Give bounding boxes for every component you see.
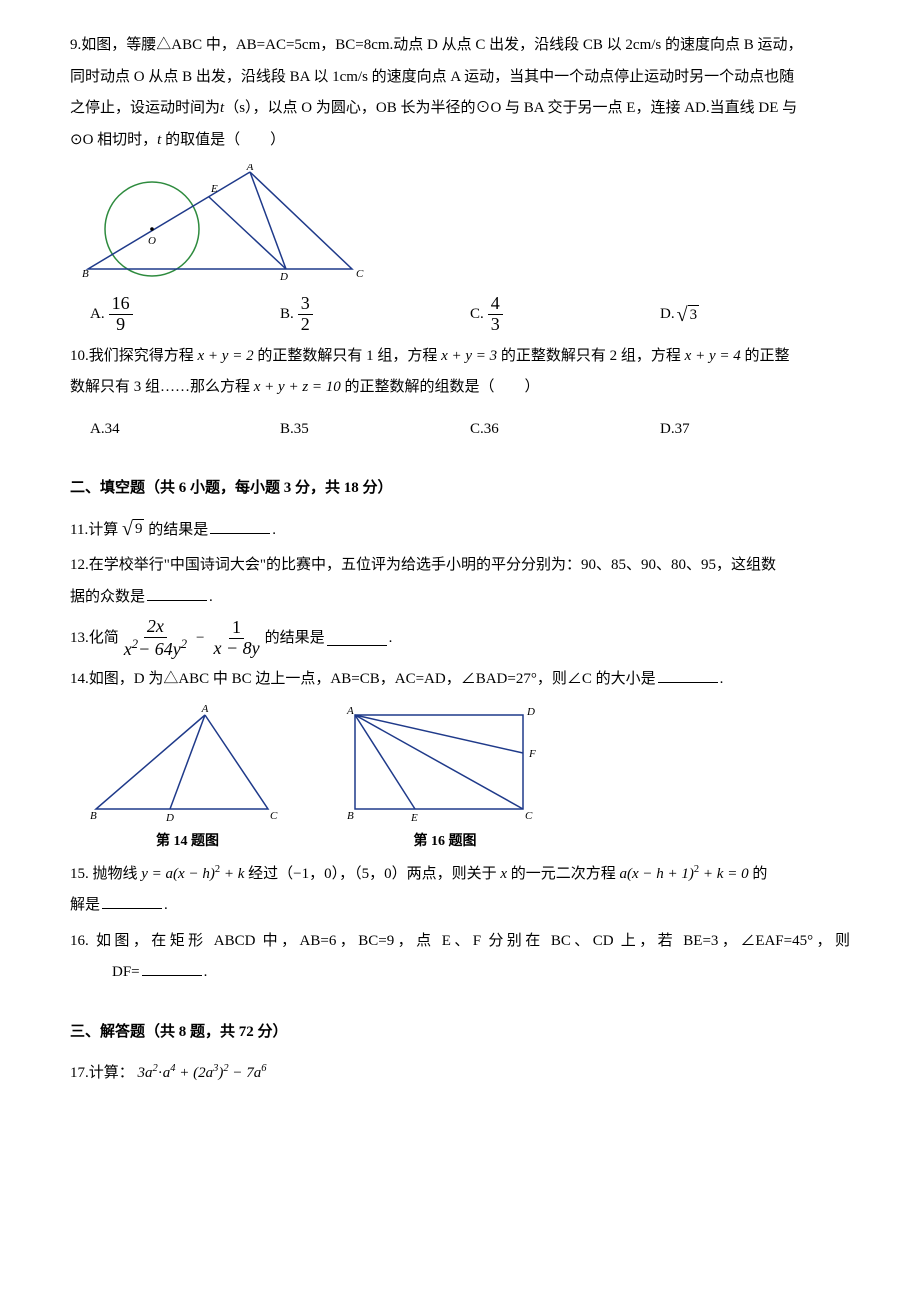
q10-opt-a: A.34 — [90, 414, 280, 446]
sqrt-icon: √ — [122, 519, 133, 539]
q14-caption: 第 14 题图 — [90, 827, 285, 856]
q14-tri-abc — [96, 715, 268, 809]
q9-line1: 9.如图，等腰△ABC 中，AB=AC=5cm，BC=8cm.动点 D 从点 C… — [70, 30, 850, 62]
q9-svg: A B C D O E — [80, 164, 380, 288]
q14-label-b: B — [90, 810, 97, 822]
q10-opt-d: D.37 — [660, 414, 850, 446]
q9-line-ad — [250, 172, 286, 269]
q9-line2: 同时动点 O 从点 B 出发，沿线段 BA 以 1cm/s 的速度向点 A 运动… — [70, 62, 850, 94]
q9-point-o — [150, 227, 154, 231]
q16-label-a: A — [346, 705, 354, 717]
q16-line2: DF=. — [112, 957, 850, 989]
fill-blank[interactable] — [142, 961, 202, 976]
question-12: 12.在学校举行"中国诗词大会"的比赛中，五位评为给选手小明的平分分别为：90、… — [70, 550, 850, 613]
q16-line-af — [355, 715, 523, 753]
q15-line1: 15. 抛物线 y = a(x − h)2 + k 经过（−1，0），（5，0）… — [70, 859, 850, 891]
q16-line-ae — [355, 715, 415, 809]
q9-opt-d: D. √3 — [660, 294, 850, 335]
q12-line1: 12.在学校举行"中国诗词大会"的比赛中，五位评为给选手小明的平分分别为：90、… — [70, 550, 850, 582]
q10-opt-b: B.35 — [280, 414, 470, 446]
q9-line-de — [209, 197, 286, 269]
q9-options: A. 169 B. 32 C. 43 D. √3 — [90, 294, 850, 335]
q9-opt-b: B. 32 — [280, 294, 470, 335]
q10-line1: 10.我们探究得方程 x + y = 2 的正整数解只有 1 组，方程 x + … — [70, 341, 850, 373]
q12-line2: 据的众数是. — [70, 582, 850, 614]
q9-label-e: E — [210, 183, 218, 195]
question-10: 10.我们探究得方程 x + y = 2 的正整数解只有 1 组，方程 x + … — [70, 341, 850, 446]
q9-opt-a: A. 169 — [90, 294, 280, 335]
q16-figure: A B C D E F 第 16 题图 — [345, 705, 545, 856]
question-13: 13.化简 2x x2− 64y2 − 1 x − 8y 的结果是. — [70, 617, 850, 660]
q9-label-c: C — [356, 268, 364, 280]
q9-label-b: B — [82, 268, 89, 280]
q16-label-e: E — [410, 812, 418, 823]
fill-blank[interactable] — [658, 668, 718, 683]
question-17: 17.计算： 3a2·a4 + (2a3)2 − 7a6 — [70, 1058, 850, 1090]
figure-row-14-16: A B C D 第 14 题图 A B C D E F 第 16 题图 — [90, 705, 850, 856]
q16-label-f: F — [528, 748, 536, 760]
q9-label-o: O — [148, 235, 156, 247]
q14-figure: A B C D 第 14 题图 — [90, 705, 285, 856]
q9-line3: 之停止，设运动时间为t（s），以点 O 为圆心，OB 长为半径的⊙O 与 BA … — [70, 93, 850, 125]
q9-label-a: A — [246, 164, 254, 173]
q9-line4: ⊙O 相切时，t 的取值是（ ） — [70, 125, 850, 157]
q16-caption: 第 16 题图 — [345, 827, 545, 856]
q14-label-d: D — [165, 812, 174, 823]
q9-triangle-abc — [88, 172, 352, 269]
question-16: 16. 如图，在矩形 ABCD 中，AB=6，BC=9，点 E、F 分别在 BC… — [70, 926, 850, 989]
question-11: 11.计算 √9 的结果是. — [70, 515, 850, 547]
question-15: 15. 抛物线 y = a(x − h)2 + k 经过（−1，0），（5，0）… — [70, 859, 850, 922]
section-2-title: 二、填空题（共 6 小题，每小题 3 分，共 18 分） — [70, 473, 850, 505]
q14-label-a: A — [201, 705, 209, 715]
q15-line2: 解是. — [70, 890, 850, 922]
q14-line-ad — [170, 715, 205, 809]
question-14: 14.如图，D 为△ABC 中 BC 边上一点，AB=CB，AC=AD，∠BAD… — [70, 664, 850, 696]
q10-options: A.34 B.35 C.36 D.37 — [90, 414, 850, 446]
fill-blank[interactable] — [102, 894, 162, 909]
q14-label-c: C — [270, 810, 278, 822]
q16-line1: 16. 如图，在矩形 ABCD 中，AB=6，BC=9，点 E、F 分别在 BC… — [70, 926, 850, 958]
q10-opt-c: C.36 — [470, 414, 660, 446]
q9-label-d: D — [279, 271, 288, 283]
section-3-title: 三、解答题（共 8 题，共 72 分） — [70, 1017, 850, 1049]
q9-figure: A B C D O E — [80, 164, 850, 288]
sqrt-icon: √ — [677, 305, 688, 325]
q16-label-b: B — [347, 810, 354, 822]
question-9: 9.如图，等腰△ABC 中，AB=AC=5cm，BC=8cm.动点 D 从点 C… — [70, 30, 850, 335]
q9-opt-c: C. 43 — [470, 294, 660, 335]
fill-blank[interactable] — [327, 631, 387, 646]
q16-label-d: D — [526, 706, 535, 718]
fill-blank[interactable] — [147, 586, 207, 601]
q10-line2: 数解只有 3 组……那么方程 x + y + z = 10 的正整数解的组数是（… — [70, 372, 850, 404]
q16-label-c: C — [525, 810, 533, 822]
fill-blank[interactable] — [210, 519, 270, 534]
q16-line-ac — [355, 715, 523, 809]
